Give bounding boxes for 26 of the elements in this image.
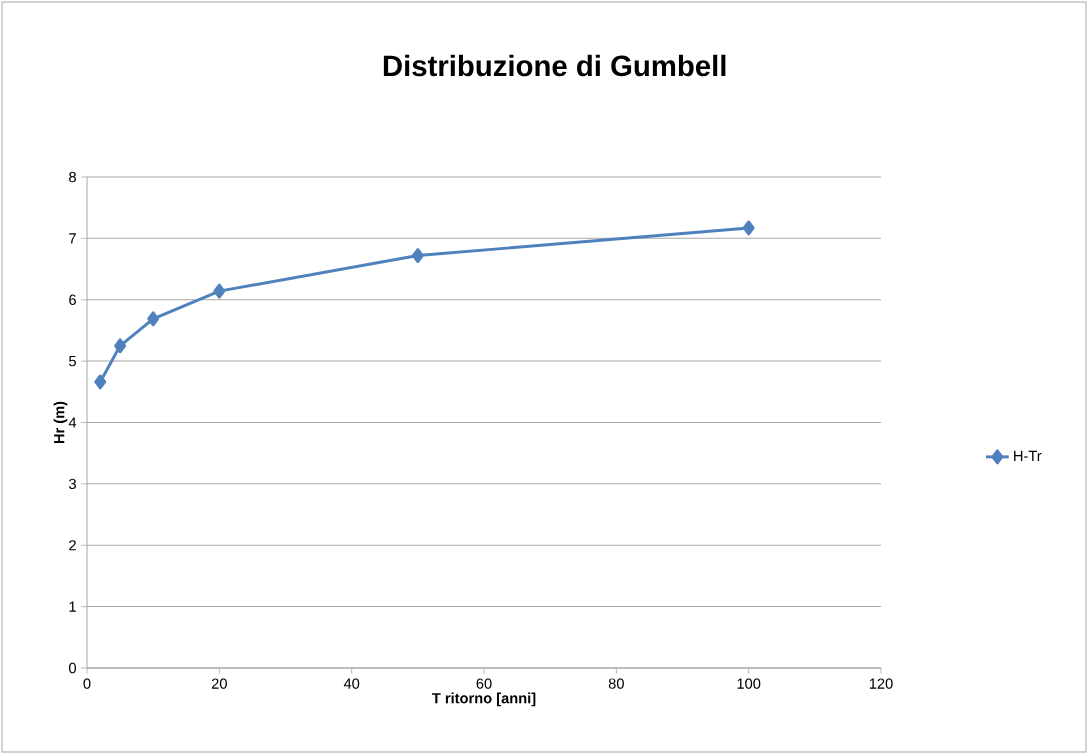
y-tick-label: 7 [69,233,76,244]
y-tick-label: 1 [69,601,76,612]
x-tick-label: 0 [83,678,91,689]
y-axis-title: Hr (m) [53,401,68,444]
x-tick-label: 120 [869,678,893,689]
y-tick-label: 6 [69,294,76,305]
x-tick-label: 80 [608,678,624,689]
x-tick-label: 20 [211,678,227,689]
y-tick-label: 2 [69,540,76,551]
point [94,374,107,390]
x-tick-label: 100 [737,678,761,689]
x-tick-label: 60 [476,678,492,689]
point [411,248,424,264]
chart-title: Distribuzione di Gumbell [383,54,726,77]
point [213,283,226,299]
x-tick-label: 40 [343,678,360,689]
y-tick-label: 0 [69,662,77,674]
point [147,311,160,327]
legend-label: H-Tr [1014,450,1042,461]
x-axis-title: T ritorno [anni] [432,692,536,707]
y-tick-label: 8 [69,171,76,183]
y-tick-label: 3 [69,478,76,490]
y-tick-label: 4 [68,417,77,428]
y-tick-label: 5 [69,356,76,367]
point [114,338,127,354]
point [742,220,755,236]
